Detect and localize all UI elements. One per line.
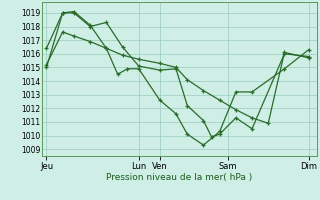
X-axis label: Pression niveau de la mer( hPa ): Pression niveau de la mer( hPa ) <box>106 173 252 182</box>
